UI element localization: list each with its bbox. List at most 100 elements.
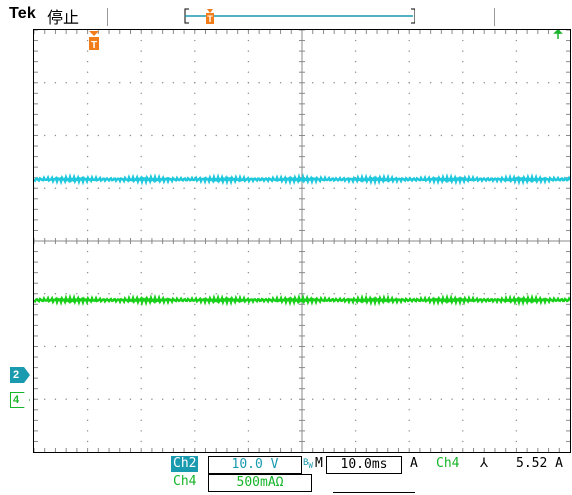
grid-dot bbox=[54, 345, 57, 348]
ch4-label[interactable]: Ch4 bbox=[173, 474, 197, 489]
grid-dot bbox=[515, 303, 518, 305]
grid-dot bbox=[161, 134, 164, 137]
grid-dot bbox=[258, 345, 260, 348]
grid-dot bbox=[440, 398, 443, 400]
grid-dot bbox=[86, 282, 89, 284]
grid-dot bbox=[312, 134, 314, 137]
grid-dot bbox=[140, 50, 142, 52]
ch2-waveform bbox=[33, 172, 572, 186]
grid-dot bbox=[408, 103, 410, 105]
grid-dot bbox=[247, 229, 250, 232]
grid-dot bbox=[515, 271, 518, 274]
grid-dot bbox=[247, 282, 250, 284]
ch2-label[interactable]: Ch2 bbox=[171, 456, 199, 472]
grid-dot bbox=[322, 134, 325, 137]
grid-dot bbox=[515, 440, 518, 443]
grid-dot bbox=[97, 398, 100, 400]
grid-dot bbox=[76, 398, 78, 400]
ch4-ground-marker[interactable]: 4 bbox=[10, 392, 30, 408]
grid-dot bbox=[86, 145, 89, 147]
grid-dot bbox=[194, 71, 196, 73]
grid-dot bbox=[354, 92, 357, 94]
grid-dot bbox=[397, 398, 400, 400]
grid-dot bbox=[494, 134, 496, 137]
ch4-waveform bbox=[33, 293, 572, 307]
grid-dot bbox=[226, 82, 228, 84]
grid-dot bbox=[279, 134, 282, 137]
grid-dot bbox=[140, 324, 142, 327]
grid-dot bbox=[129, 82, 132, 84]
timebase-value[interactable]: 10.0ms bbox=[326, 456, 402, 474]
grid-dot bbox=[515, 229, 518, 232]
grid-dot bbox=[408, 92, 410, 94]
grid-dot bbox=[119, 398, 121, 400]
brand-logo: Tek bbox=[9, 5, 36, 22]
grid-dot bbox=[97, 293, 100, 295]
grid-dot bbox=[515, 293, 518, 295]
grid-dot bbox=[151, 82, 153, 84]
grid-dot bbox=[119, 187, 121, 189]
grid-dot bbox=[183, 134, 185, 137]
grid-dot bbox=[376, 398, 378, 400]
ch2-ground-marker[interactable]: 2 bbox=[10, 367, 30, 383]
grid-dot bbox=[236, 134, 239, 137]
grid-dot bbox=[290, 82, 292, 84]
ch4-scale[interactable]: 500mAΩ bbox=[208, 474, 312, 492]
grid-dot bbox=[408, 208, 410, 211]
grid-dot bbox=[312, 345, 314, 348]
grid-dot bbox=[97, 82, 100, 84]
grid-dot bbox=[140, 388, 142, 390]
falling-edge-icon: ⅄ bbox=[480, 456, 488, 471]
grid-dot bbox=[515, 124, 518, 126]
trigger-position-icon: T bbox=[206, 9, 214, 24]
grid-dot bbox=[247, 271, 250, 274]
grid-dot bbox=[194, 377, 196, 379]
grid-dot bbox=[408, 155, 410, 158]
grid-dot bbox=[472, 82, 475, 84]
grid-dot bbox=[172, 398, 175, 400]
grid-dot bbox=[547, 345, 550, 348]
grid-dot bbox=[354, 366, 357, 369]
grid-dot bbox=[408, 166, 410, 168]
grid-dot bbox=[515, 250, 518, 253]
grid-dot bbox=[226, 293, 228, 295]
grid-dot bbox=[86, 261, 89, 263]
grid-dot bbox=[65, 134, 67, 137]
grid-dot bbox=[354, 250, 357, 253]
grid-dot bbox=[462, 282, 464, 284]
grid-dot bbox=[547, 82, 550, 84]
grid-dot bbox=[408, 113, 410, 116]
grid-dot bbox=[86, 271, 89, 274]
grid-dot bbox=[140, 92, 142, 94]
grid-dot bbox=[547, 134, 550, 137]
grid-dot bbox=[333, 293, 335, 295]
grid-dot bbox=[140, 440, 142, 443]
grid-dot bbox=[462, 39, 464, 42]
waveform-display[interactable]: T bbox=[33, 28, 572, 453]
ch2-scale[interactable]: 10.0 V bbox=[208, 456, 302, 474]
grid-dot bbox=[365, 82, 368, 84]
record-position-bar[interactable]: T bbox=[183, 7, 415, 29]
grid-dot bbox=[65, 82, 67, 84]
trigger-level[interactable]: 5.52 A bbox=[516, 456, 563, 471]
grid-dot bbox=[515, 356, 518, 358]
grid-dot bbox=[194, 345, 196, 348]
grid-dot bbox=[247, 261, 250, 263]
grid-dot bbox=[140, 198, 142, 200]
grid-dot bbox=[247, 113, 250, 116]
trigger-mode: A bbox=[410, 456, 418, 471]
grid-dot bbox=[344, 398, 346, 400]
grid-dot bbox=[558, 187, 560, 189]
grid-dot bbox=[108, 82, 110, 84]
grid-dot bbox=[408, 388, 410, 390]
grid-dot bbox=[354, 345, 357, 348]
grid-dot bbox=[408, 356, 410, 358]
grid-dot bbox=[440, 345, 443, 348]
trigger-source[interactable]: Ch4 bbox=[436, 456, 460, 471]
grid-dot bbox=[247, 398, 250, 400]
grid-dot bbox=[462, 208, 464, 211]
grid-dot bbox=[408, 293, 410, 295]
grid-dot bbox=[397, 187, 400, 189]
grid-dot bbox=[247, 377, 250, 379]
grid-dot bbox=[537, 82, 539, 84]
